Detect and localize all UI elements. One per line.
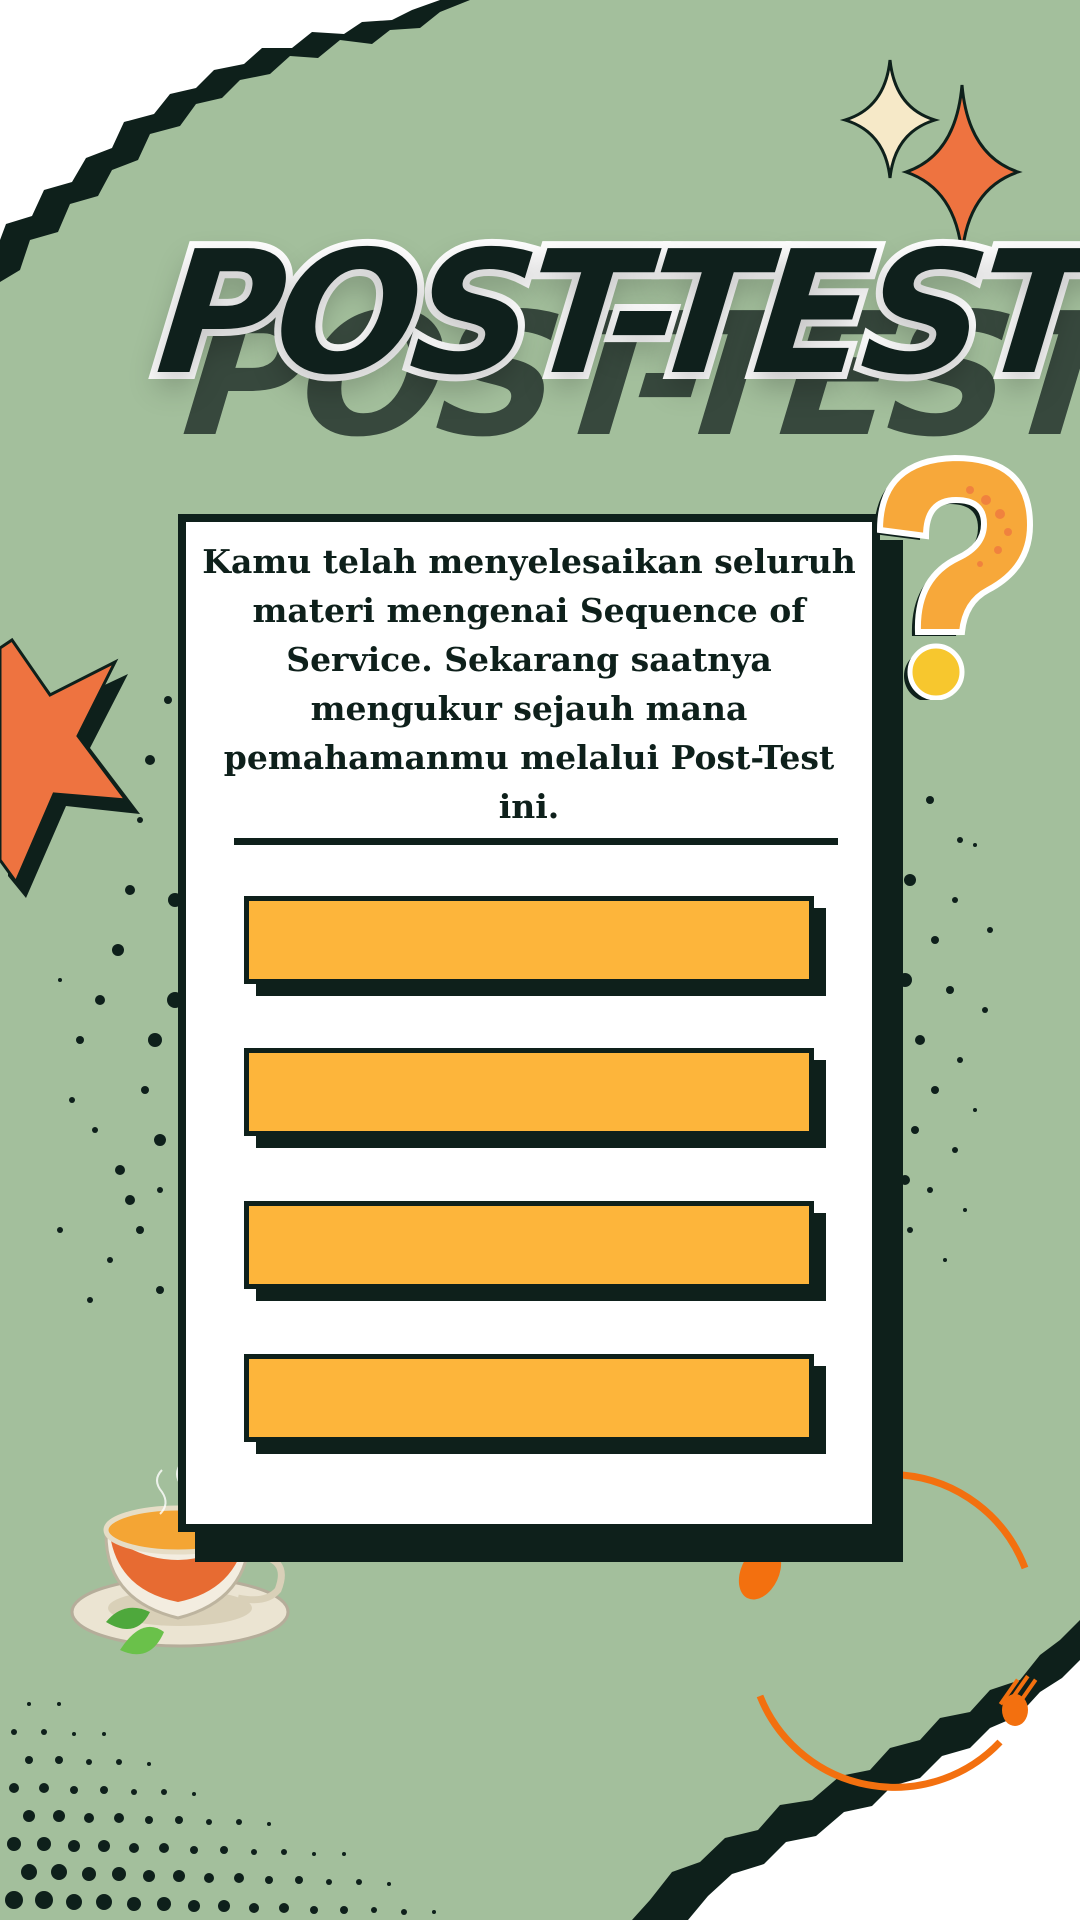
intro-text: Kamu telah menyelesaikan seluruh materi …	[202, 542, 856, 826]
halftone-dots-bottom-left	[5, 1702, 436, 1915]
sparkle-icon	[839, 59, 1023, 256]
star-icon	[0, 637, 140, 898]
option-button-1[interactable]	[244, 896, 814, 984]
option-button-2[interactable]	[244, 1048, 814, 1136]
tea-cup-icon	[70, 1461, 290, 1655]
question-mark-icon	[874, 454, 1034, 700]
option-button-4[interactable]	[244, 1354, 814, 1442]
title-block: POST-TEST POST-TEST	[143, 208, 1080, 475]
option-button-3[interactable]	[244, 1201, 814, 1289]
scattered-dots-right	[898, 796, 993, 1262]
page-title: POST-TEST	[143, 208, 1080, 420]
divider	[234, 838, 838, 845]
